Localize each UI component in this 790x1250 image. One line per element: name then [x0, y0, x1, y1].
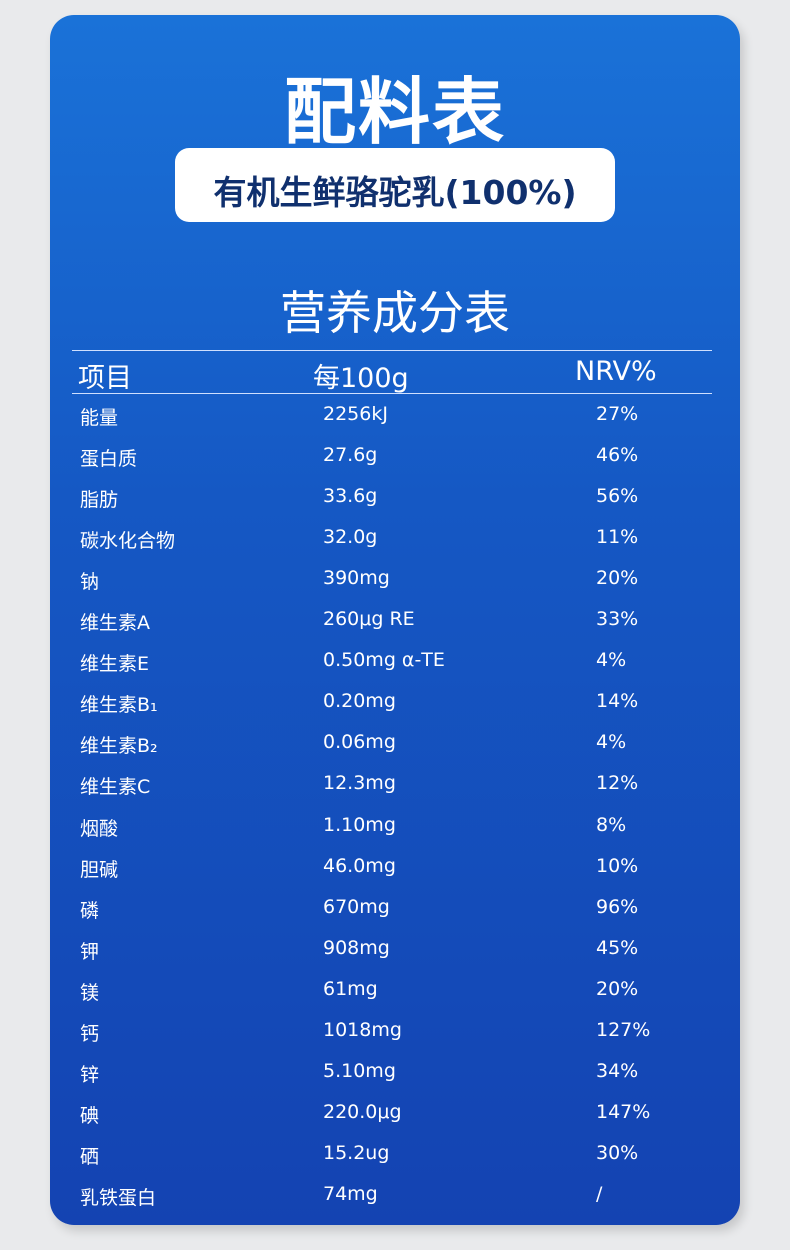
card: 配料表 有机生鲜骆驼乳(100%) 营养成分表 项目 每100g NRV% 能量 225… — [50, 15, 740, 1225]
cell: 0.06mg — [323, 731, 396, 754]
cell: 147% — [596, 1100, 651, 1123]
cell: 脂肪 — [80, 489, 119, 512]
cell: 钠 — [80, 571, 100, 594]
cell: 11% — [596, 526, 639, 549]
cell: 390mg — [323, 567, 390, 590]
cell: 61mg — [323, 977, 378, 1000]
cell: 8% — [596, 813, 627, 836]
table-title: 营养成分表 — [280, 286, 510, 340]
cell: 14% — [596, 690, 639, 713]
cell: 12.3mg — [323, 772, 396, 795]
cell: 32.0g — [323, 526, 378, 549]
cell: 碳水化合物 — [80, 530, 176, 553]
cell: 908mg — [323, 936, 390, 959]
column-header: 项目 — [78, 363, 132, 394]
cell: 46% — [596, 444, 639, 467]
cell: 33.6g — [323, 485, 378, 508]
cell: 锌 — [80, 1063, 100, 1086]
cell: 96% — [596, 895, 639, 918]
cell: 46.0mg — [323, 854, 396, 877]
cell: 45% — [596, 936, 639, 959]
cell: 56% — [596, 485, 639, 508]
cell: 碘 — [80, 1104, 100, 1127]
cell: 33% — [596, 608, 639, 631]
cell: 胆碱 — [80, 858, 119, 881]
rule — [72, 393, 712, 394]
ingredient-box: 有机生鲜骆驼乳(100%) — [175, 148, 615, 222]
cell: 乳铁蛋白 — [80, 1186, 157, 1209]
cell: 钾 — [80, 940, 100, 963]
cell: 维生素C — [80, 776, 151, 799]
cell: 20% — [596, 567, 639, 590]
cell: 维生素E — [80, 653, 150, 676]
cell: 4% — [596, 731, 627, 754]
cell: 1018mg — [323, 1018, 402, 1041]
cell: 烟酸 — [80, 817, 119, 840]
title: 配料表 — [283, 70, 506, 154]
cell: 钙 — [80, 1022, 100, 1045]
cell: 10% — [596, 854, 639, 877]
cell: 27% — [596, 403, 639, 425]
cell: 260μg RE — [323, 608, 415, 631]
cell: 127% — [596, 1018, 651, 1041]
cell: 27.6g — [323, 444, 378, 467]
ingredient: 有机生鲜骆驼乳(100%) — [213, 173, 577, 212]
cell: 5.10mg — [323, 1059, 396, 1082]
cell: 硒 — [80, 1145, 100, 1168]
cell: 蛋白质 — [80, 448, 138, 471]
rule — [72, 350, 712, 351]
cell: 磷 — [80, 899, 100, 922]
cell: 0.20mg — [323, 690, 396, 713]
cell: 0.50mg α-TE — [323, 649, 445, 672]
cell: 维生素A — [80, 612, 150, 635]
cell: 维生素B₁ — [80, 694, 158, 717]
cell: 74mg — [323, 1182, 378, 1205]
column-header: NRV% — [575, 356, 657, 387]
cell: 12% — [596, 772, 639, 795]
cell: 34% — [596, 1059, 639, 1082]
cell: 镁 — [80, 981, 100, 1004]
cell: 2256kJ — [323, 403, 388, 425]
cell: 220.0μg — [323, 1100, 402, 1123]
cell: 维生素B₂ — [80, 735, 158, 758]
cell: 15.2ug — [323, 1141, 390, 1164]
column-header: 每100g — [313, 363, 409, 394]
cell: 1.10mg — [323, 813, 396, 836]
cell: 能量 — [80, 407, 119, 429]
cell: / — [596, 1182, 603, 1205]
cell: 4% — [596, 649, 627, 672]
cell: 30% — [596, 1141, 639, 1164]
cell: 670mg — [323, 895, 390, 918]
cell: 20% — [596, 977, 639, 1000]
